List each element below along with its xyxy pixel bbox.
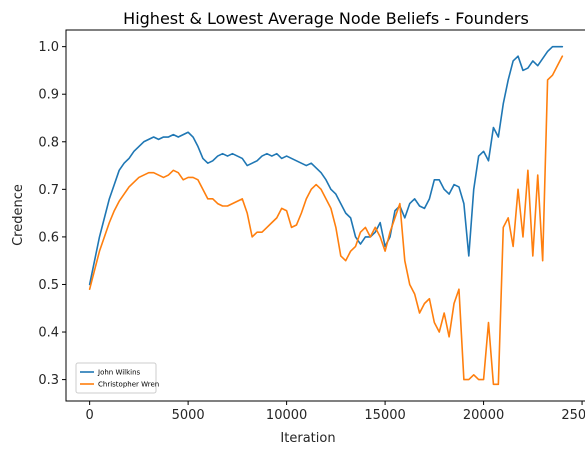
x-tick-label: 10000	[266, 408, 307, 423]
chart-title: Highest & Lowest Average Node Beliefs - …	[123, 9, 529, 28]
y-axis: 0.3 0.4 0.5 0.6 0.7 0.8 0.9 1.0	[38, 40, 66, 388]
x-tick-label: 20000	[463, 408, 504, 423]
y-tick-label: 0.5	[38, 278, 59, 293]
legend-label: Christopher Wren	[98, 381, 159, 389]
y-tick-label: 0.6	[38, 230, 59, 245]
y-tick-label: 0.3	[38, 373, 59, 388]
legend: John Wilkins Christopher Wren	[75, 362, 159, 394]
y-tick-label: 0.9	[38, 88, 59, 103]
y-tick-label: 0.4	[38, 326, 59, 341]
x-tick-label: 15000	[364, 408, 405, 423]
x-tick-label: 5000	[172, 408, 205, 423]
x-axis: 0 5000 10000 15000 20000 25000	[85, 401, 585, 423]
series-lines	[88, 45, 564, 386]
legend-label: John Wilkins	[97, 369, 141, 377]
y-axis-label: Credence	[11, 184, 26, 246]
x-tick-label: 0	[85, 408, 93, 423]
y-tick-label: 0.8	[38, 135, 59, 150]
y-tick-label: 0.7	[38, 183, 59, 198]
x-axis-label: Iteration	[280, 431, 335, 446]
legend-box	[75, 362, 157, 394]
series-line-2	[88, 55, 564, 386]
axes-frame	[65, 29, 585, 402]
y-tick-label: 1.0	[38, 40, 59, 55]
x-tick-label: 25000	[561, 408, 585, 423]
series-line-1	[88, 45, 564, 286]
plot-area: 0500010000150002000025000 0.30.40.50.60.…	[38, 29, 585, 423]
